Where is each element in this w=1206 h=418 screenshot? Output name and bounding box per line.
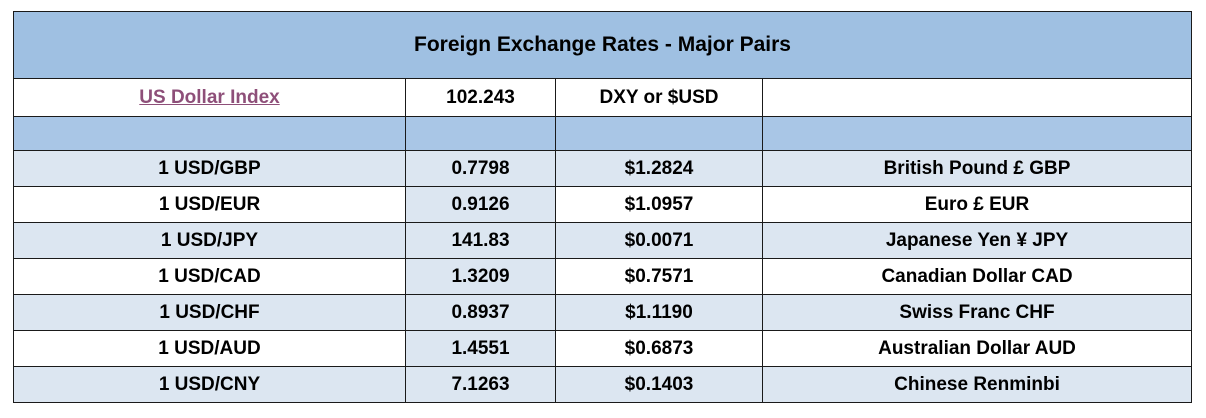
currency-cell: Japanese Yen ¥ JPY	[761, 222, 1193, 259]
table-row: 1 USD/CAD 1.3209 $0.7571 Canadian Dollar…	[13, 258, 1193, 295]
table-row: 1 USD/EUR 0.9126 $1.0957 Euro £ EUR	[13, 186, 1193, 223]
rate-cell: 7.1263	[405, 366, 556, 403]
dollar-index-link[interactable]: US Dollar Index	[139, 86, 280, 108]
rate-cell: 0.9126	[405, 186, 556, 223]
table-row: 1 USD/CHF 0.8937 $1.1190 Swiss Franc CHF	[13, 294, 1193, 331]
rate-cell: 1.3209	[405, 258, 556, 295]
dollar-index-cell: US Dollar Index	[13, 78, 406, 117]
pair-cell: 1 USD/EUR	[13, 186, 406, 223]
currency-cell: Euro £ EUR	[761, 186, 1193, 223]
table-row: 1 USD/JPY 141.83 $0.0071 Japanese Yen ¥ …	[13, 222, 1193, 259]
inverse-cell: $0.7571	[555, 258, 763, 295]
inverse-cell: $1.2824	[555, 150, 763, 187]
table-title-row: Foreign Exchange Rates - Major Pairs	[12, 11, 1193, 79]
rate-cell: 1.4551	[405, 330, 556, 367]
rate-cell: 0.8937	[405, 294, 556, 331]
spacer-cell	[761, 116, 1193, 151]
spacer-cell	[405, 116, 556, 151]
pair-cell: 1 USD/GBP	[13, 150, 406, 187]
inverse-cell: $0.0071	[555, 222, 763, 259]
dollar-index-symbol: DXY or $USD	[555, 78, 763, 117]
currency-cell: Swiss Franc CHF	[761, 294, 1193, 331]
spacer-cell	[13, 116, 406, 151]
spacer-row	[13, 116, 1193, 151]
rate-cell: 0.7798	[405, 150, 556, 187]
inverse-cell: $0.1403	[555, 366, 763, 403]
pair-cell: 1 USD/CNY	[13, 366, 406, 403]
rate-cell: 141.83	[405, 222, 556, 259]
currency-cell: British Pound £ GBP	[761, 150, 1193, 187]
dollar-index-value: 102.243	[405, 78, 556, 117]
exchange-rates-table: Foreign Exchange Rates - Major Pairs US …	[12, 11, 1193, 403]
table-row: 1 USD/AUD 1.4551 $0.6873 Australian Doll…	[13, 330, 1193, 367]
dollar-index-note	[761, 78, 1193, 117]
currency-cell: Australian Dollar AUD	[761, 330, 1193, 367]
inverse-cell: $0.6873	[555, 330, 763, 367]
pair-cell: 1 USD/CAD	[13, 258, 406, 295]
pair-cell: 1 USD/CHF	[13, 294, 406, 331]
dollar-index-row: US Dollar Index 102.243 DXY or $USD	[13, 78, 1193, 117]
inverse-cell: $1.1190	[555, 294, 763, 331]
inverse-cell: $1.0957	[555, 186, 763, 223]
currency-cell: Chinese Renminbi	[761, 366, 1193, 403]
table-title: Foreign Exchange Rates - Major Pairs	[12, 11, 1193, 79]
table-row: 1 USD/GBP 0.7798 $1.2824 British Pound £…	[13, 150, 1193, 187]
table-row: 1 USD/CNY 7.1263 $0.1403 Chinese Renminb…	[13, 366, 1193, 403]
pair-cell: 1 USD/JPY	[13, 222, 406, 259]
pair-cell: 1 USD/AUD	[13, 330, 406, 367]
spacer-cell	[555, 116, 763, 151]
currency-cell: Canadian Dollar CAD	[761, 258, 1193, 295]
